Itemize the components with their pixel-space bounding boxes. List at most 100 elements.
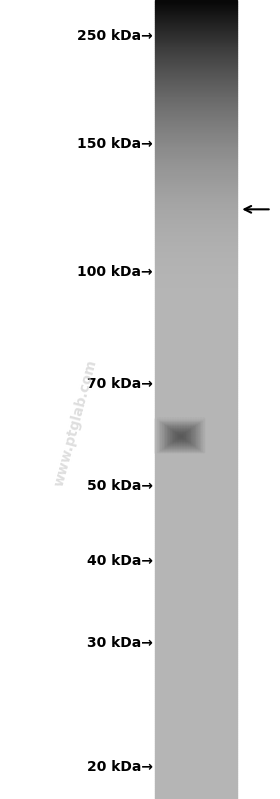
Bar [155,567,237,569]
Bar [155,142,237,144]
Bar [155,224,237,225]
Bar [155,190,237,192]
Bar [155,148,237,150]
Bar [155,113,237,116]
Bar [155,329,237,332]
Bar [155,109,237,112]
Bar [155,406,237,407]
Bar [155,264,237,265]
Bar [155,535,237,537]
Bar [155,619,237,622]
Bar [155,483,237,485]
Bar [155,563,237,566]
Bar [155,316,237,317]
Bar [155,342,237,344]
Bar [155,104,237,105]
Bar [155,78,237,80]
Bar [155,603,237,606]
Bar [155,270,237,272]
Bar [155,361,237,364]
Bar [155,58,237,60]
Bar [155,42,237,44]
Bar [155,208,237,209]
Bar [155,34,237,36]
Bar [155,547,237,550]
Bar [155,763,237,765]
Bar [155,174,237,176]
Bar [155,625,237,627]
Bar [155,125,237,128]
Bar [155,384,237,386]
Bar [155,366,237,368]
Bar [155,12,237,14]
Bar [155,745,237,747]
Bar [155,265,237,268]
Bar [155,631,237,633]
Bar [155,430,237,431]
Bar [155,296,237,298]
Text: 20 kDa→: 20 kDa→ [87,760,153,774]
Bar [155,477,237,479]
Bar [155,647,237,649]
Bar [155,286,237,288]
Bar [155,196,237,198]
Bar [155,200,237,201]
Bar [155,463,237,465]
Bar [155,156,237,158]
Bar [155,152,237,153]
Text: 50 kDa→: 50 kDa→ [87,479,153,493]
Bar [155,733,237,735]
Bar [155,50,237,52]
Bar [155,534,237,535]
Bar [155,336,237,337]
Bar [155,737,237,739]
Bar [155,673,237,675]
Bar [155,304,237,305]
Bar [155,526,237,527]
Bar [155,124,237,125]
Bar [155,105,237,108]
Bar [155,401,237,403]
Bar [155,662,237,663]
Bar [155,542,237,543]
Bar [155,743,237,745]
Bar [155,741,237,743]
Bar [155,545,237,547]
Bar [155,585,237,587]
Bar [155,689,237,691]
Bar [155,411,237,414]
Bar [155,388,237,390]
Bar [155,529,237,531]
Bar [155,272,237,273]
Bar [155,328,237,329]
Bar [155,633,237,635]
Bar [155,675,237,678]
Bar [155,36,237,38]
Bar [155,209,237,212]
Bar [155,298,237,300]
Bar [155,288,237,290]
Bar [155,643,237,646]
Bar [155,108,237,109]
Bar [155,18,237,20]
Bar [155,414,237,415]
Bar [155,781,237,783]
Text: 70 kDa→: 70 kDa→ [87,376,153,391]
Bar [155,348,237,350]
Bar [155,252,237,254]
Bar [155,555,237,558]
Bar [155,240,237,241]
Bar [155,787,237,789]
Bar [155,160,237,161]
Bar [155,759,237,761]
Bar [155,551,237,553]
Bar [155,284,237,286]
Text: 30 kDa→: 30 kDa→ [87,636,153,650]
Bar [155,360,237,361]
Bar [155,170,237,172]
Bar [155,262,237,264]
Bar [155,44,237,46]
Bar [155,292,237,294]
Bar [155,300,237,301]
Bar [155,422,237,423]
